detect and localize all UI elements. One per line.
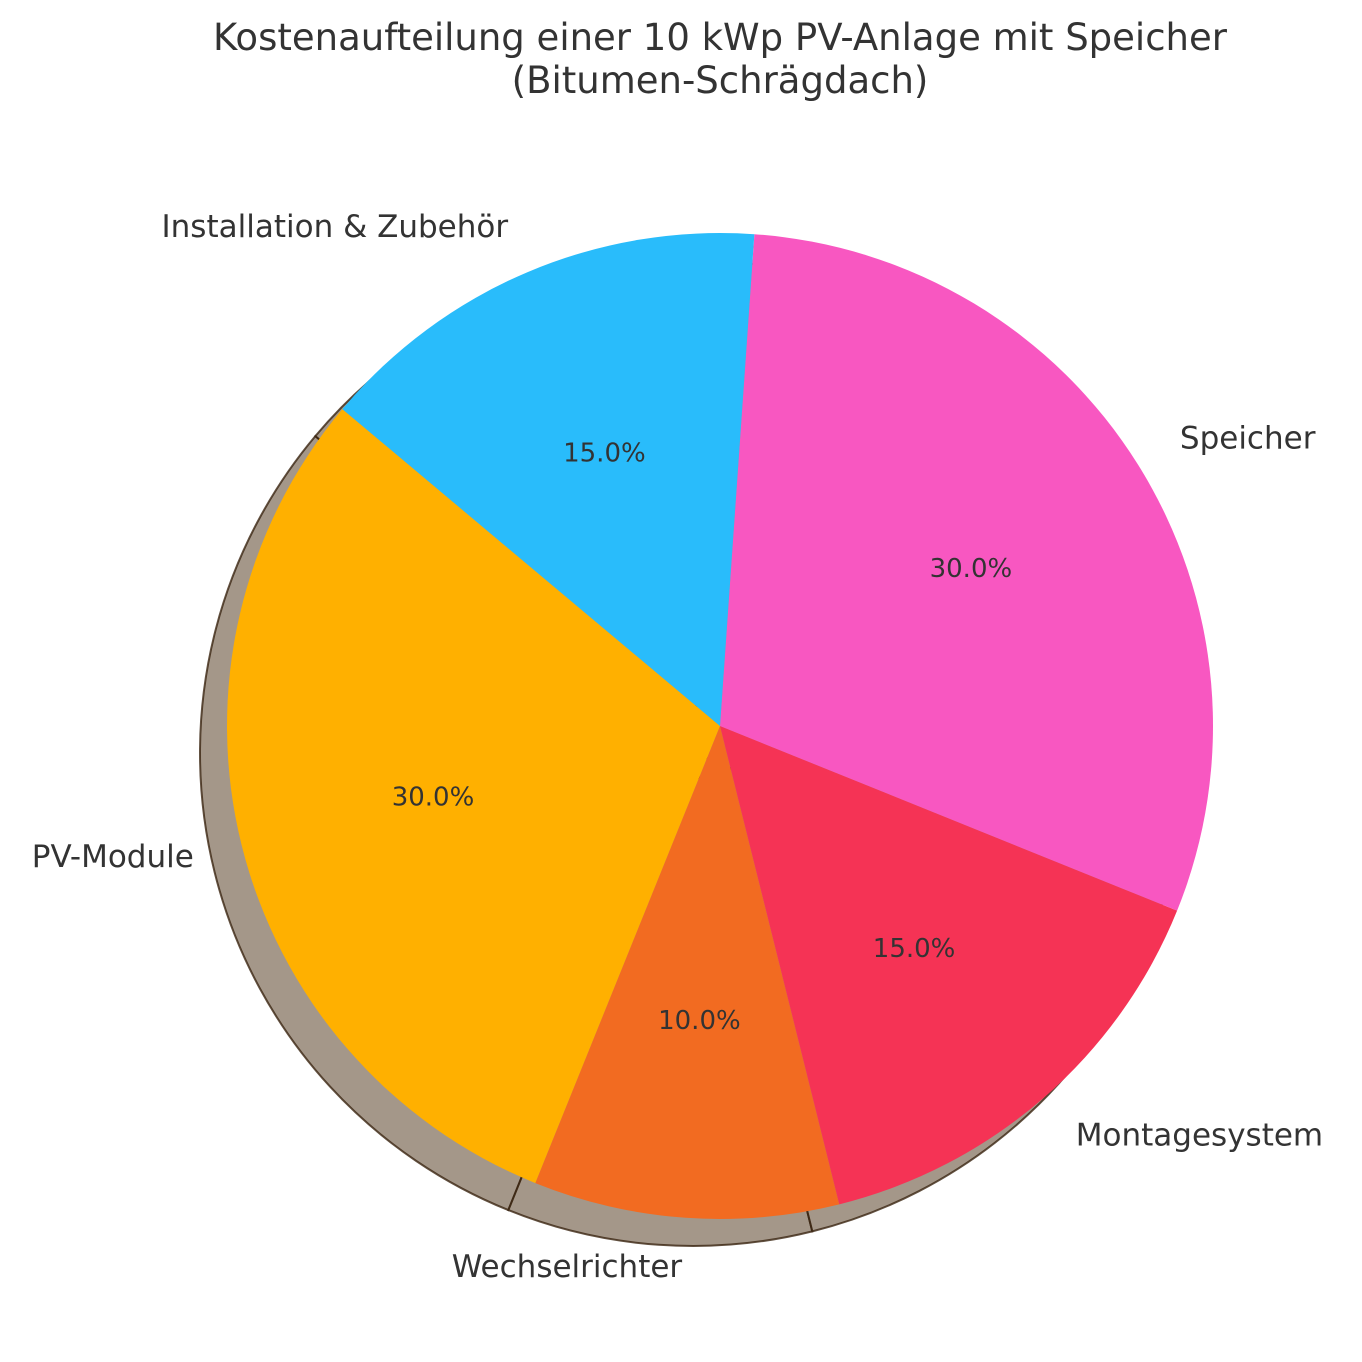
- slice-label-wechselrichter: Wechselrichter: [452, 1249, 683, 1285]
- slice-label-montagesystem: Montagesystem: [1076, 1117, 1323, 1153]
- chart-title: Kostenaufteilung einer 10 kWp PV-Anlage …: [213, 16, 1228, 59]
- slice-label-speicher: Speicher: [1180, 421, 1316, 457]
- pie-slice-installation-zubehoer: [342, 232, 755, 727]
- slice-percent-pv-module: 30.0%: [392, 783, 475, 813]
- slice-percent-installation-zubehoer: 15.0%: [563, 439, 646, 469]
- pie-labels: PV-Module 30.0% Wechselrichter 10.0% Montage…: [32, 209, 1323, 1285]
- pie-slice-speicher: [720, 234, 1213, 911]
- pie-slice-montagesystem: [720, 726, 1178, 1205]
- slice-percent-wechselrichter: 10.0%: [658, 1006, 741, 1036]
- pie-slice-wechselrichter: [535, 726, 840, 1220]
- chart-subtitle: (Bitumen-Schrägdach): [512, 59, 929, 102]
- slice-label-installation-zubehoer: Installation & Zubehör: [162, 209, 509, 245]
- slice-percent-speicher: 30.0%: [930, 554, 1013, 584]
- slice-percent-montagesystem: 15.0%: [873, 934, 956, 964]
- pie-slice-pv-module: [227, 409, 720, 1184]
- slice-label-pv-module: PV-Module: [32, 839, 194, 875]
- pie-slices: [227, 232, 1213, 1220]
